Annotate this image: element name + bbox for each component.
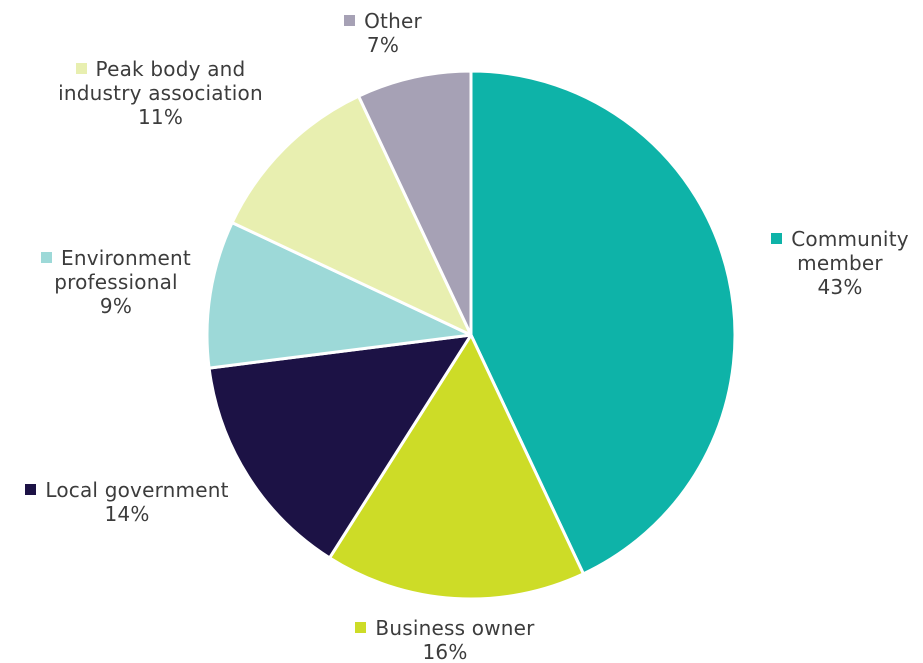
legend-swatch-peak-body <box>75 63 87 74</box>
legend-swatch-other <box>344 15 356 26</box>
label-line: professional <box>54 270 178 294</box>
value-label: 11% <box>137 105 184 129</box>
label-line: Peak body and <box>95 57 246 81</box>
value-label: 16% <box>422 640 468 663</box>
value-label: 7% <box>366 33 400 57</box>
slice-label-environment-professional: Environment professional 9% <box>16 246 216 318</box>
pie-slice-community-member <box>469 69 737 576</box>
label-line: Environment <box>61 246 191 270</box>
pie-slice-business-owner <box>328 333 585 601</box>
label-line: industry association <box>58 81 263 105</box>
label-line: member <box>797 251 883 275</box>
label-line: Other <box>364 9 422 33</box>
pie-slice-environment-professional <box>205 221 473 370</box>
slice-label-other: Other 7% <box>318 9 448 57</box>
legend-swatch-community-member <box>771 233 783 244</box>
value-label: 43% <box>817 275 863 299</box>
slice-label-business-owner: Business owner 16% <box>330 616 560 663</box>
legend-swatch-business-owner <box>355 622 367 633</box>
label-line: Community <box>791 227 909 251</box>
pie-slice-local-government <box>207 333 473 560</box>
label-line: Business owner <box>375 616 535 640</box>
label-line: Local government <box>45 478 229 502</box>
slice-label-local-government: Local government 14% <box>2 478 252 526</box>
pie-slice-peak-body-and-industry-association <box>230 94 473 337</box>
pie-slice-other <box>357 69 473 337</box>
legend-swatch-environment-professional <box>41 252 53 263</box>
slice-label-peak-body: Peak body and industry association 11% <box>28 57 293 129</box>
value-label: 14% <box>104 502 150 526</box>
legend-swatch-local-government <box>25 484 37 495</box>
slice-label-community-member: Community member 43% <box>760 227 920 299</box>
value-label: 9% <box>99 294 133 318</box>
